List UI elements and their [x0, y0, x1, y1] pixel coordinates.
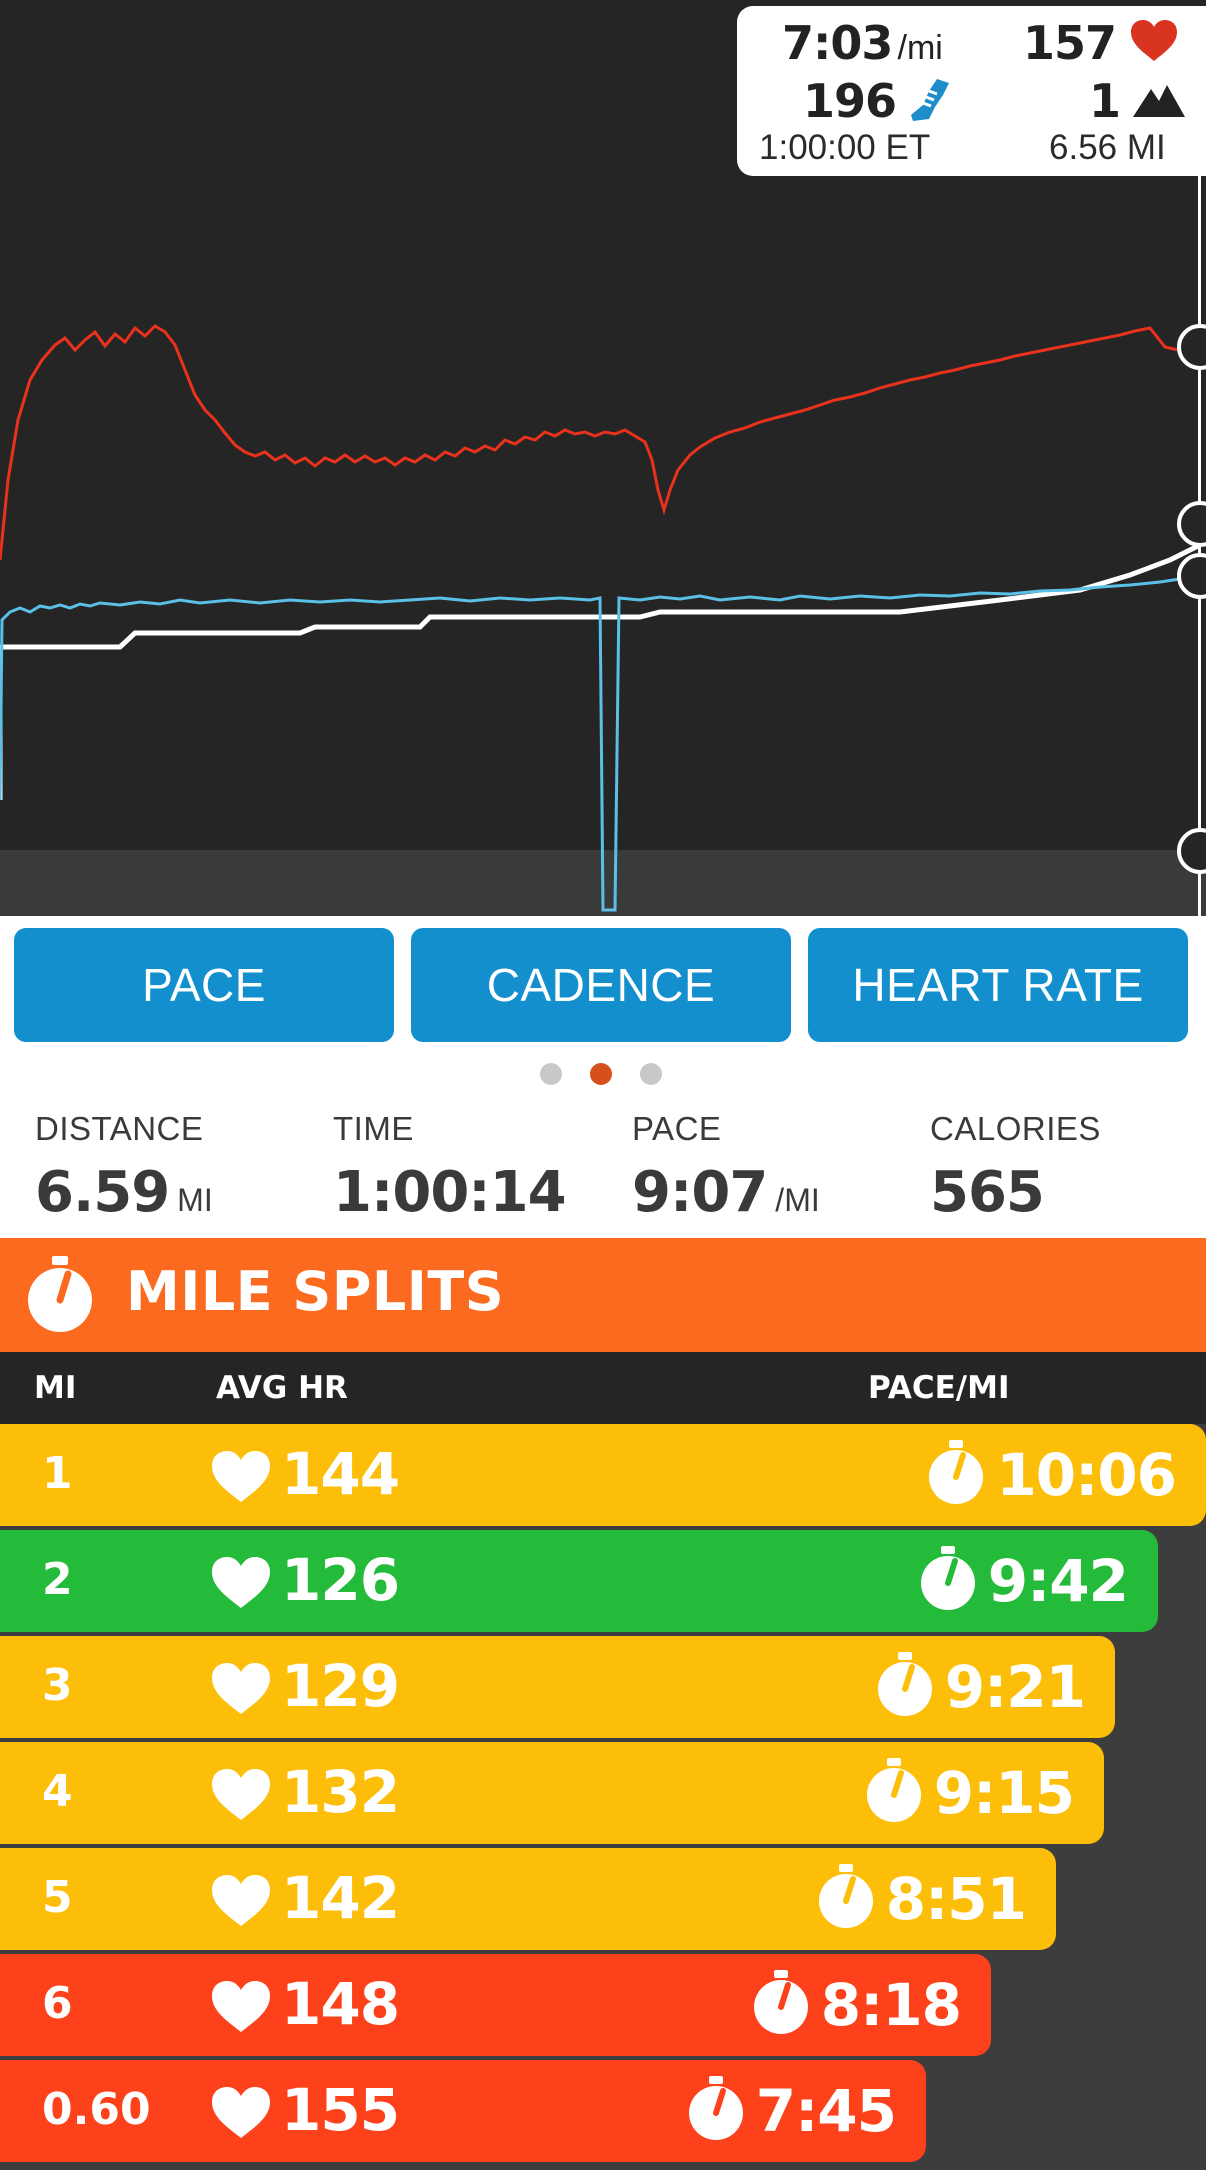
- split-row[interactable]: 3 129 9:21: [0, 1636, 1115, 1738]
- split-avg-hr: 126: [281, 1546, 400, 1614]
- split-pace: 9:21: [944, 1653, 1086, 1721]
- stopwatch-icon: [875, 1652, 935, 1722]
- split-pace: 8:51: [885, 1865, 1027, 1933]
- cadence-line: [0, 542, 1202, 800]
- heart-icon: [1131, 20, 1178, 61]
- run-chart[interactable]: 7:03 /mi 157 196 1 1:00:00 ET 6.56 MI: [0, 0, 1206, 916]
- readout-pace-value: 7:03: [782, 16, 893, 70]
- distance-unit: MI: [177, 1182, 213, 1218]
- distance-value: 6.59 MI: [35, 1160, 213, 1225]
- split-avg-hr: 148: [281, 1970, 400, 2038]
- split-row[interactable]: 1 144 10:06: [0, 1424, 1206, 1526]
- pace-line: [0, 574, 1201, 912]
- readout-heart-rate: 157: [1023, 16, 1179, 70]
- scrub-handle[interactable]: [1177, 828, 1206, 874]
- splits-column-header: MI AVG HR PACE/MI: [0, 1352, 1206, 1424]
- cadence-button[interactable]: CADENCE: [411, 928, 791, 1042]
- heart-icon: [210, 1980, 272, 2038]
- split-mile: 0.60: [42, 2084, 151, 2135]
- data-readout-card: 7:03 /mi 157 196 1 1:00:00 ET 6.56 MI: [737, 6, 1206, 176]
- split-row[interactable]: 0.60 155 7:45: [0, 2060, 926, 2162]
- mile-splits-header: MILE SPLITS: [0, 1238, 1206, 1352]
- heart-icon: [210, 1768, 272, 1826]
- split-avg-hr: 144: [281, 1440, 400, 1508]
- col-header-avg-hr: AVG HR: [216, 1370, 348, 1406]
- readout-pace-unit: /mi: [897, 29, 943, 67]
- page-dot-3[interactable]: [640, 1063, 662, 1085]
- split-avg-hr: 129: [281, 1652, 400, 1720]
- split-mile: 6: [42, 1978, 73, 2029]
- stopwatch-icon: [864, 1758, 924, 1828]
- heart-icon: [210, 2086, 272, 2144]
- split-pace-group: 10:06: [926, 1440, 1177, 1510]
- readout-heart-rate-value: 157: [1023, 16, 1117, 70]
- pace-handle[interactable]: [1177, 553, 1206, 599]
- mile-splits-title: MILE SPLITS: [126, 1260, 505, 1323]
- split-pace: 7:45: [755, 2077, 897, 2145]
- pace-value: 9:07/MI: [632, 1160, 820, 1225]
- stopwatch-icon: [686, 2076, 746, 2146]
- split-row[interactable]: 6 148 8:18: [0, 1954, 991, 2056]
- readout-cadence-value: 196: [803, 74, 897, 128]
- split-row[interactable]: 4 132 9:15: [0, 1742, 1104, 1844]
- pace-number: 9:07: [632, 1160, 768, 1225]
- split-avg-hr: 155: [281, 2076, 400, 2144]
- mountain-icon: [1133, 85, 1186, 117]
- split-mile: 2: [42, 1554, 73, 1605]
- stopwatch-icon: [918, 1546, 978, 1616]
- distance-label: DISTANCE: [35, 1110, 204, 1147]
- mile-splits-table: MI AVG HR PACE/MI 1 144 10:06 2 126 9:42 3 129 9…: [0, 1352, 1206, 2170]
- split-pace-group: 8:51: [816, 1864, 1027, 1934]
- split-pace: 8:18: [820, 1971, 962, 2039]
- split-pace-group: 7:45: [686, 2076, 897, 2146]
- split-pace: 10:06: [996, 1441, 1177, 1509]
- time-label: TIME: [333, 1110, 414, 1147]
- calories-label: CALORIES: [930, 1110, 1101, 1147]
- readout-elevation-value: 1: [1089, 74, 1121, 128]
- split-mile: 3: [42, 1660, 73, 1711]
- heart-rate-button[interactable]: HEART RATE: [808, 928, 1188, 1042]
- col-header-pace: PACE/MI: [868, 1370, 1010, 1406]
- split-pace-group: 9:42: [918, 1546, 1129, 1616]
- heart-icon: [210, 1556, 272, 1614]
- stopwatch-icon: [926, 1440, 986, 1510]
- split-avg-hr: 142: [281, 1864, 400, 1932]
- split-mile: 1: [42, 1448, 73, 1499]
- readout-elapsed-time: 1:00:00 ET: [759, 128, 931, 167]
- stopwatch-icon: [751, 1970, 811, 2040]
- pace-label: PACE: [632, 1110, 722, 1147]
- distance-number: 6.59: [35, 1160, 170, 1225]
- readout-pace: 7:03 /mi: [782, 16, 943, 70]
- stopwatch-icon: [816, 1864, 876, 1934]
- split-mile: 5: [42, 1872, 73, 1923]
- heart-icon: [210, 1874, 272, 1932]
- page-dot-1[interactable]: [540, 1063, 562, 1085]
- split-pace-group: 9:21: [875, 1652, 1086, 1722]
- metric-toggle-row: PACE CADENCE HEART RATE: [0, 916, 1206, 1050]
- chart-lines: [0, 324, 1206, 912]
- split-pace: 9:42: [987, 1547, 1129, 1615]
- split-pace: 9:15: [933, 1759, 1075, 1827]
- readout-cadence: 196: [803, 74, 951, 128]
- heart-icon: [210, 1662, 272, 1720]
- readout-elevation: 1: [1089, 74, 1186, 128]
- calories-value: 565: [930, 1160, 1045, 1225]
- split-row[interactable]: 5 142 8:51: [0, 1848, 1056, 1950]
- stopwatch-icon: [28, 1256, 92, 1332]
- pace-button[interactable]: PACE: [14, 928, 394, 1042]
- split-row[interactable]: 2 126 9:42: [0, 1530, 1158, 1632]
- readout-distance: 6.56 MI: [1049, 128, 1166, 167]
- pace-unit: /MI: [775, 1182, 820, 1218]
- split-avg-hr: 132: [281, 1758, 400, 1826]
- page-dot-2[interactable]: [590, 1063, 612, 1085]
- split-pace-group: 8:18: [751, 1970, 962, 2040]
- col-header-mi: MI: [34, 1370, 77, 1406]
- time-value: 1:00:14: [333, 1160, 567, 1225]
- split-pace-group: 9:15: [864, 1758, 1075, 1828]
- heart-icon: [210, 1450, 272, 1508]
- heart-rate-handle[interactable]: [1177, 324, 1206, 370]
- split-mile: 4: [42, 1766, 73, 1817]
- heart-rate-line: [0, 324, 1206, 561]
- running-shoe-icon: [911, 79, 950, 121]
